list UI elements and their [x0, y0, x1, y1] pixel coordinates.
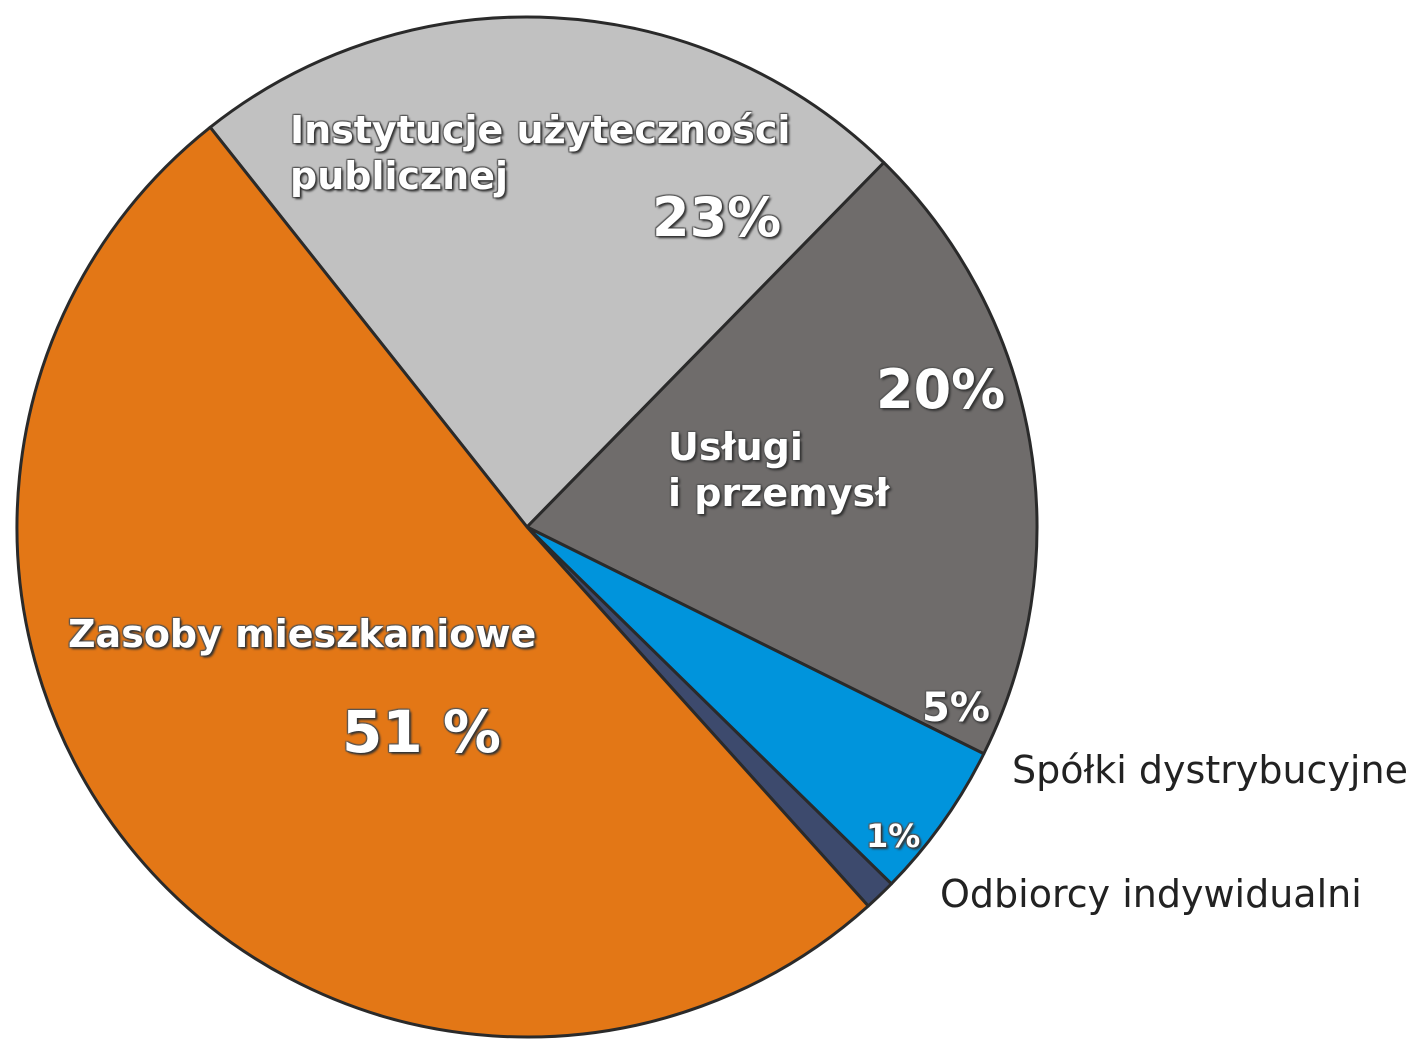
data-label: 1%: [866, 817, 921, 855]
pie-slice: [208, 15, 886, 529]
slice-name: Odbiorcy indywidualni: [940, 872, 1362, 916]
pie-slice: [525, 525, 986, 886]
slice-name: Spółki dystrybucyjne: [1012, 748, 1408, 792]
data-label: 20%: [876, 358, 1006, 421]
data-label: 5%: [922, 685, 990, 731]
slice-name: Instytucje użyteczności publicznej: [290, 108, 791, 198]
slice-name: Zasoby mieszkaniowe: [68, 612, 537, 656]
slice-name: Usługi i przemysł: [668, 425, 890, 515]
data-label: 23%: [652, 186, 782, 249]
pie-slice: [525, 161, 1039, 756]
pie-slice: [15, 125, 870, 1039]
data-label: 51 %: [342, 698, 502, 766]
